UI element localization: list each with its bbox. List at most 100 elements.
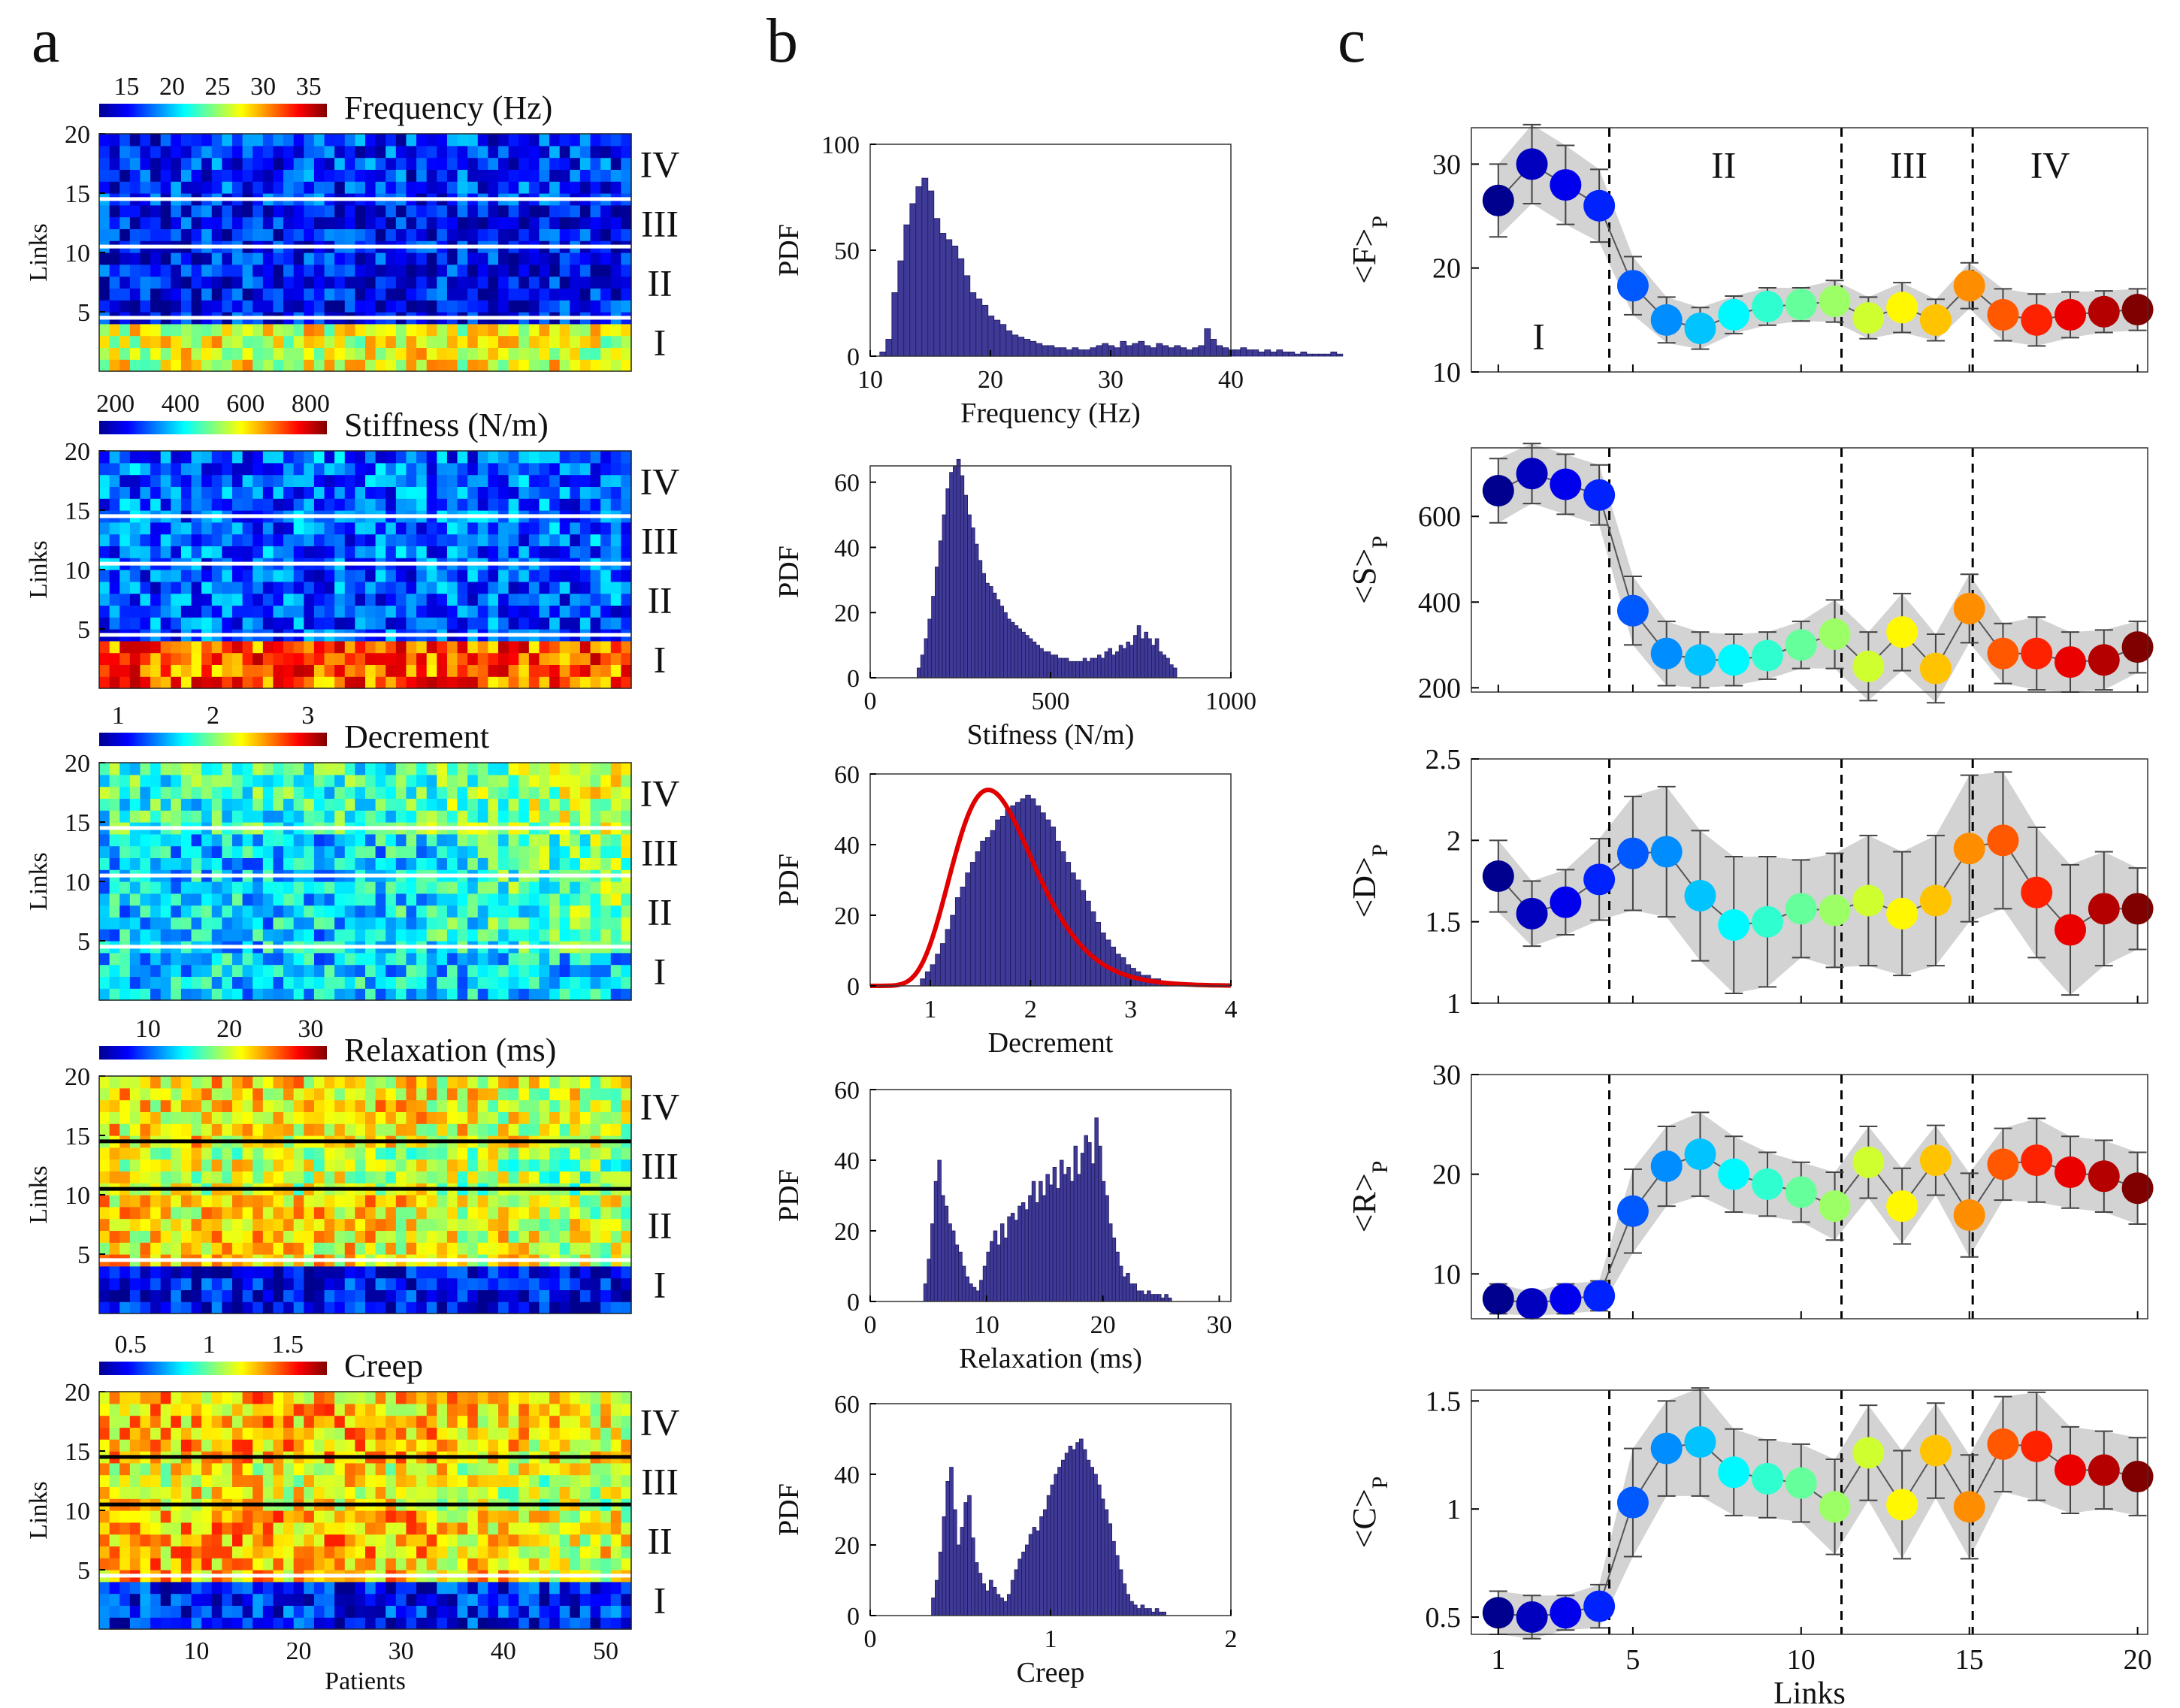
heatmap-cell <box>375 498 386 511</box>
heatmap-cell <box>467 1242 479 1255</box>
heatmap-cell <box>406 1242 417 1255</box>
heatmap-cell <box>406 204 417 218</box>
heatmap-cell <box>437 570 448 582</box>
heatmap-cell <box>446 252 458 265</box>
heatmap-cell <box>610 1486 621 1499</box>
heatmap-cell <box>498 570 509 582</box>
heatmap-cell <box>488 1087 499 1101</box>
heatmap-cell <box>365 798 376 811</box>
heatmap-cell <box>386 881 397 894</box>
heatmap-cell <box>498 652 509 665</box>
heatmap-cell <box>140 534 151 546</box>
heatmap-cell <box>386 288 397 301</box>
heatmap-cell <box>129 204 141 218</box>
heatmap-cell <box>150 988 162 1001</box>
heatmap-cell <box>549 1111 561 1124</box>
heatmap-cell <box>242 593 253 606</box>
heatmap-cell <box>549 134 561 147</box>
heatmap-cell <box>334 1593 346 1606</box>
heatmap-cell <box>467 570 479 582</box>
heatmap-cell <box>375 640 386 654</box>
heatmap-cell <box>416 917 428 930</box>
heatmap-cell <box>171 521 182 535</box>
heatmap-cell <box>119 347 131 360</box>
heatmap-cell <box>386 534 397 546</box>
heatmap-cell <box>621 216 632 229</box>
heatmap-cell <box>191 347 202 360</box>
heatmap-cell <box>395 288 407 301</box>
heatmap-cell <box>180 1546 192 1558</box>
heatmap-cell <box>262 288 274 301</box>
heatmap-cell <box>579 276 591 289</box>
heatmap-cell <box>171 1486 182 1499</box>
heatmap-cell <box>109 462 120 476</box>
heatmap-cell <box>140 988 151 1001</box>
heatmap-cell <box>467 1218 479 1231</box>
heatmap-cell <box>313 1558 325 1570</box>
heatmap-cell <box>324 288 335 301</box>
heatmap-cell <box>508 145 519 159</box>
heatmap-cell <box>416 664 428 677</box>
heatmap-cell <box>109 1301 120 1314</box>
heatmap-cell <box>416 605 428 618</box>
heatmap-cell <box>334 617 346 630</box>
heatmap-cell <box>293 546 304 558</box>
heatmap-cell <box>109 1147 120 1160</box>
heatmap-cell <box>508 335 519 348</box>
heatmap-cell <box>446 486 458 499</box>
heatmap-cell <box>252 1147 264 1160</box>
heatmap-cell <box>119 1605 131 1618</box>
heatmap-cell <box>324 964 335 977</box>
heatmap-cell <box>283 157 295 170</box>
heatmap-cell <box>171 664 182 677</box>
heatmap-cell <box>313 1087 325 1101</box>
heatmap-cell <box>334 893 346 906</box>
heatmap-cell <box>304 1277 315 1290</box>
heatmap-cell <box>406 1462 417 1476</box>
heatmap-cell <box>579 498 591 511</box>
heatmap-cell <box>519 521 530 535</box>
heatmap-cell <box>262 359 274 372</box>
heatmap-cell <box>549 1099 561 1112</box>
heatmap-cell <box>129 300 141 313</box>
heatmap-cell <box>180 1277 192 1290</box>
heatmap-cell <box>129 570 141 582</box>
heatmap-cell <box>579 593 591 606</box>
heatmap-cell <box>119 1230 131 1243</box>
heatmap-cell <box>242 1462 253 1476</box>
heatmap-cell <box>242 1195 253 1208</box>
heatmap-cell <box>222 1265 233 1279</box>
heatmap-cell <box>242 486 253 499</box>
heatmap-cell <box>355 617 366 630</box>
heatmap-cell <box>559 605 570 618</box>
heatmap-cell <box>570 1462 581 1476</box>
heatmap-cell <box>242 300 253 313</box>
heatmap-cell <box>590 216 601 229</box>
heatmap-cell <box>477 1510 488 1523</box>
heatmap-cell <box>222 451 233 464</box>
heatmap-cell <box>355 534 366 546</box>
heatmap-cell <box>508 810 519 823</box>
heatmap-cell <box>365 976 376 989</box>
heatmap-cell <box>386 917 397 930</box>
heatmap-cell <box>313 676 325 689</box>
heatmap-cell <box>160 323 171 337</box>
heatmap-cell <box>416 893 428 906</box>
heatmap-cell <box>222 763 233 775</box>
heatmap-cell <box>621 181 632 194</box>
heatmap-cell <box>201 300 213 313</box>
heatmap-cell <box>99 1534 110 1546</box>
heatmap-cell <box>273 1534 284 1546</box>
heatmap-cell <box>498 1230 509 1243</box>
heatmap-cell <box>201 1087 213 1101</box>
heatmap-cell <box>528 893 540 906</box>
heatmap-cell <box>283 640 295 654</box>
heatmap-cell <box>283 145 295 159</box>
heatmap-cell <box>242 169 253 182</box>
heatmap-cell <box>119 857 131 870</box>
heatmap-cell <box>621 952 632 966</box>
heatmap-cell <box>242 1265 253 1279</box>
heatmap-cell <box>600 1462 612 1476</box>
heatmap-cell <box>334 1546 346 1558</box>
heatmap-cell <box>539 1123 550 1136</box>
